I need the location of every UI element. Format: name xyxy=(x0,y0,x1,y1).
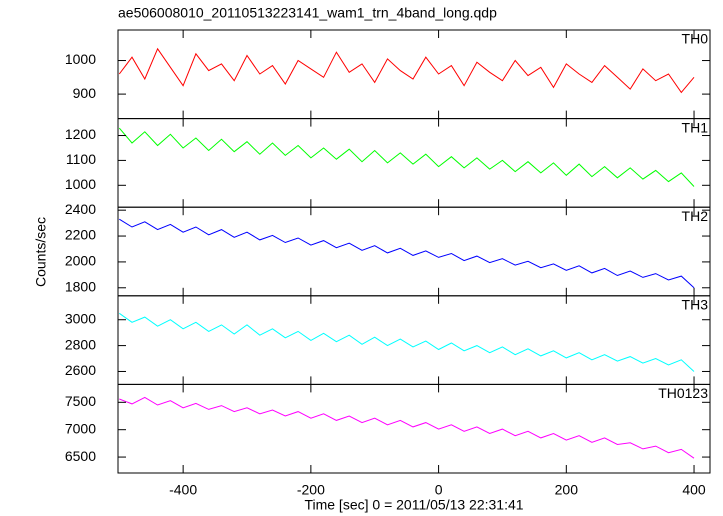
x-tick-label: 200 xyxy=(555,482,579,498)
y-tick-label: 1000 xyxy=(65,176,96,192)
y-tick-label: 7000 xyxy=(65,420,96,436)
y-tick-label: 1100 xyxy=(66,151,96,167)
x-tick-label: -200 xyxy=(297,482,325,498)
y-tick-label: 3000 xyxy=(65,310,96,326)
series-name: TH2 xyxy=(682,208,709,224)
y-tick-label: 2400 xyxy=(65,201,96,217)
panel-frame xyxy=(117,29,711,120)
y-tick-label: 1800 xyxy=(65,278,96,294)
y-tick-label: 1000 xyxy=(65,51,96,67)
chart-title: ae506008010_20110513223141_wam1_trn_4ban… xyxy=(118,5,497,21)
x-axis-label: Time [sec] 0 = 2011/05/13 22:31:41 xyxy=(304,497,523,513)
y-tick-label: 900 xyxy=(73,85,97,101)
x-tick-label: 0 xyxy=(435,482,443,498)
series-name: TH3 xyxy=(682,297,709,313)
panel-frame xyxy=(117,383,711,474)
light-curve xyxy=(119,312,695,372)
y-tick-label: 6500 xyxy=(65,448,96,464)
panel-frame xyxy=(117,206,711,297)
y-tick-label: 2600 xyxy=(65,362,96,378)
y-tick-label: 1200 xyxy=(65,126,96,142)
y-tick-label: 2000 xyxy=(65,253,96,269)
y-tick-label: 2800 xyxy=(65,336,96,352)
light-curve xyxy=(119,396,695,459)
light-curve xyxy=(118,127,695,187)
light-curve xyxy=(118,47,695,94)
panel-frame xyxy=(117,295,711,385)
series-name: TH0123 xyxy=(658,385,708,401)
y-axis-label: Counts/sec xyxy=(33,217,49,287)
y-tick-label: 7500 xyxy=(65,393,96,409)
series-name: TH1 xyxy=(682,119,709,135)
x-tick-label: 400 xyxy=(682,482,706,498)
x-tick-label: -400 xyxy=(169,482,197,498)
light-curve xyxy=(119,218,695,289)
y-tick-label: 2200 xyxy=(65,227,96,243)
series-name: TH0 xyxy=(682,31,709,47)
